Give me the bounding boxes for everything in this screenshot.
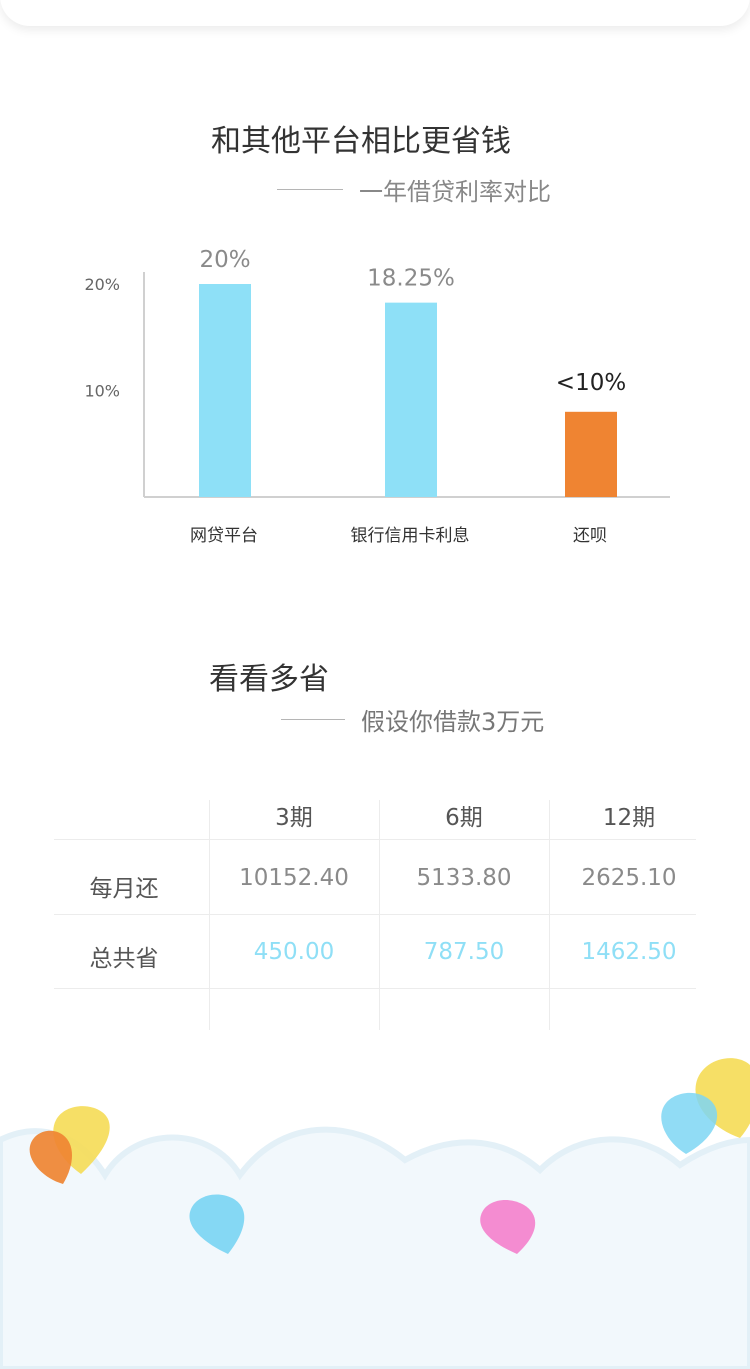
- comparison-subtitle: 一年借贷利率对比: [359, 178, 551, 206]
- bar-data-label: <10%: [556, 370, 626, 396]
- y-tick-label: 10%: [84, 382, 120, 401]
- balloon-decoration: [0, 1058, 750, 1369]
- total-saved-3: 450.00: [253, 939, 335, 965]
- bar: [385, 302, 437, 497]
- total-saved-12: 1462.50: [581, 939, 677, 965]
- balloon-icon: [29, 1130, 72, 1184]
- table-row-divider: [54, 988, 696, 989]
- balloon-icon: [480, 1199, 536, 1254]
- table-header-12-period: 12期: [602, 805, 656, 831]
- row-label-total-saved: 总共省: [89, 946, 159, 972]
- row-label-monthly: 每月还: [89, 876, 159, 902]
- savings-title: 看看多省: [209, 662, 329, 697]
- x-category-label: 还呗: [573, 526, 607, 546]
- bar: [199, 284, 251, 497]
- table-row-divider: [54, 839, 696, 840]
- total-saved-6: 787.50: [423, 939, 505, 965]
- comparison-title: 和其他平台相比更省钱: [211, 124, 511, 159]
- y-tick-label: 20%: [84, 275, 120, 294]
- bar-data-label: 20%: [199, 247, 250, 273]
- table-row-divider: [54, 914, 696, 915]
- monthly-payment-12: 2625.10: [581, 865, 677, 891]
- savings-subtitle: 假设你借款3万元: [361, 708, 545, 736]
- subtitle-dash: [281, 719, 345, 720]
- savings-subtitle-row: 假设你借款3万元: [281, 702, 544, 737]
- table-header-3-period: 3期: [275, 805, 313, 831]
- x-category-label: 网贷平台: [190, 526, 258, 546]
- monthly-payment-3: 10152.40: [239, 865, 349, 891]
- bar-data-label: 18.25%: [367, 266, 455, 292]
- table-column-divider: [209, 800, 210, 1030]
- balloon-icon: [661, 1092, 718, 1154]
- table-header-6-period: 6期: [445, 805, 483, 831]
- rate-comparison-chart: 20% 10% 20% 网贷平台 18.25% 银行信用卡利息 <10% 还呗: [84, 247, 670, 546]
- cloud-shape: [0, 1126, 750, 1369]
- bar: [565, 411, 617, 497]
- subtitle-dash: [277, 189, 343, 190]
- balloon-icon: [189, 1194, 245, 1254]
- top-card: [0, 0, 750, 26]
- x-category-label: 银行信用卡利息: [351, 526, 470, 546]
- table-column-divider: [379, 800, 380, 1030]
- savings-table: 3期 6期 12期 每月还 10152.40 5133.80 2625.10 总…: [54, 800, 696, 1030]
- comparison-subtitle-row: 一年借贷利率对比: [277, 172, 551, 207]
- monthly-payment-6: 5133.80: [416, 865, 512, 891]
- table-column-divider: [549, 800, 550, 1030]
